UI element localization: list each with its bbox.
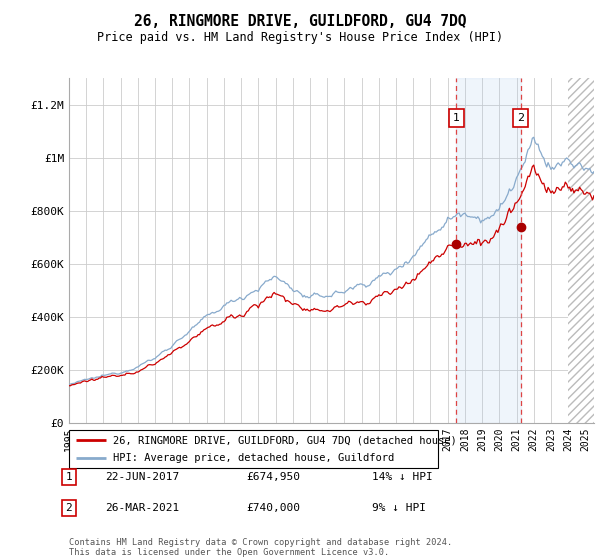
Text: 1: 1 bbox=[453, 113, 460, 123]
Text: Price paid vs. HM Land Registry's House Price Index (HPI): Price paid vs. HM Land Registry's House … bbox=[97, 31, 503, 44]
Text: 2: 2 bbox=[65, 503, 73, 513]
Text: 26, RINGMORE DRIVE, GUILDFORD, GU4 7DQ (detached house): 26, RINGMORE DRIVE, GUILDFORD, GU4 7DQ (… bbox=[113, 435, 457, 445]
Text: Contains HM Land Registry data © Crown copyright and database right 2024.
This d: Contains HM Land Registry data © Crown c… bbox=[69, 538, 452, 557]
Text: 2: 2 bbox=[517, 113, 524, 123]
Text: HPI: Average price, detached house, Guildford: HPI: Average price, detached house, Guil… bbox=[113, 453, 395, 463]
Text: 22-JUN-2017: 22-JUN-2017 bbox=[105, 472, 179, 482]
Text: £740,000: £740,000 bbox=[246, 503, 300, 513]
Text: 26-MAR-2021: 26-MAR-2021 bbox=[105, 503, 179, 513]
Text: 26, RINGMORE DRIVE, GUILDFORD, GU4 7DQ: 26, RINGMORE DRIVE, GUILDFORD, GU4 7DQ bbox=[134, 14, 466, 29]
Text: 14% ↓ HPI: 14% ↓ HPI bbox=[372, 472, 433, 482]
Text: 9% ↓ HPI: 9% ↓ HPI bbox=[372, 503, 426, 513]
Text: £674,950: £674,950 bbox=[246, 472, 300, 482]
Bar bbox=[568, 78, 600, 423]
Bar bbox=[456, 78, 521, 423]
Text: 1: 1 bbox=[65, 472, 73, 482]
